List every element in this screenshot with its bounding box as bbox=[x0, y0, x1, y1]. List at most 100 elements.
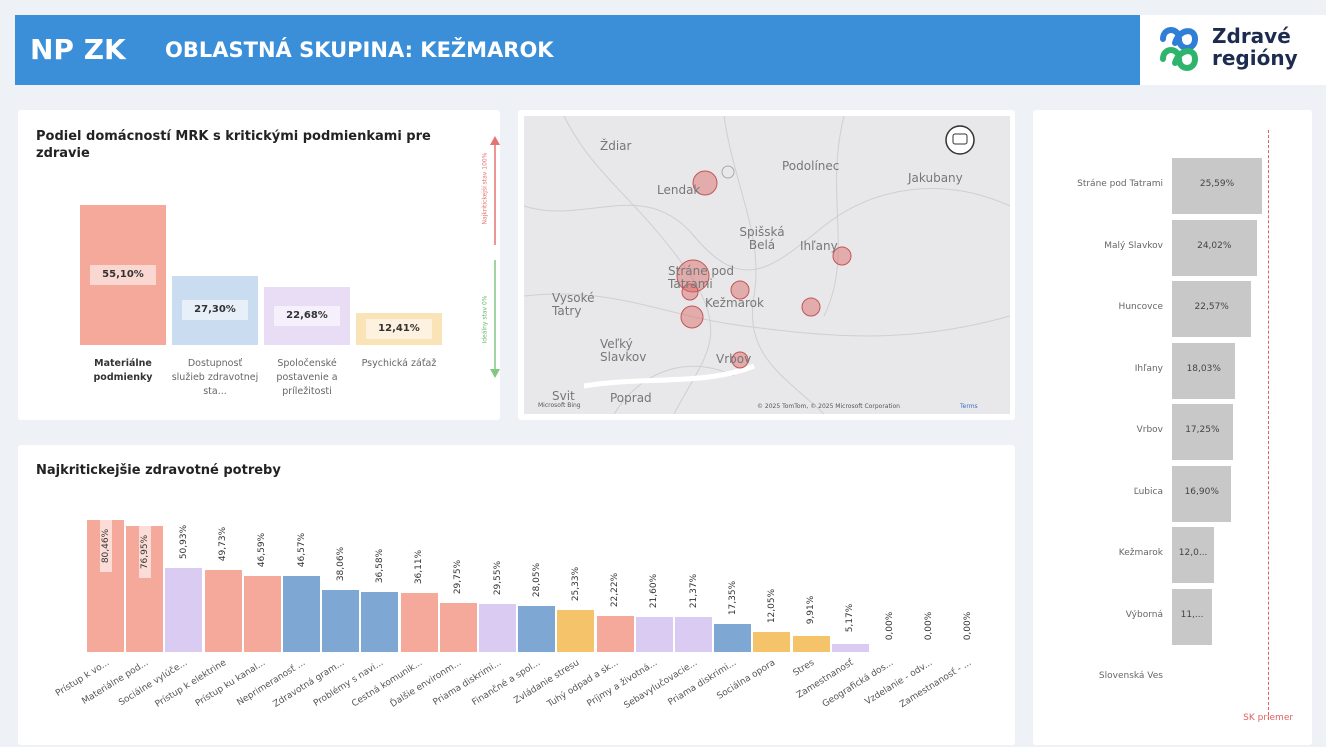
bar bbox=[831, 643, 869, 652]
value-label: 0,00% bbox=[884, 611, 895, 641]
value-label: 24,02% bbox=[1197, 240, 1232, 251]
y-tick-label: Ľubica bbox=[1133, 486, 1163, 497]
map-provider: Microsoft Bing bbox=[538, 402, 581, 409]
value-label: 27,30% bbox=[182, 300, 248, 321]
chart-title: Najkritickejšie zdravotné potreby bbox=[36, 463, 281, 478]
bar bbox=[1172, 219, 1257, 276]
y-tick-label: Slovenská Ves bbox=[1098, 671, 1163, 681]
bar bbox=[635, 616, 673, 652]
bar bbox=[792, 635, 830, 652]
reference-line bbox=[1268, 130, 1270, 720]
y-tick-label: Malý Slavkov bbox=[1104, 240, 1163, 251]
y-tick-label: Vrbov bbox=[1136, 425, 1163, 435]
bar bbox=[1172, 527, 1215, 583]
value-label: 25,33% bbox=[570, 567, 581, 602]
logo-text: Zdravé bbox=[1212, 24, 1291, 48]
x-tick-label: Psychická záťaž bbox=[361, 358, 437, 369]
value-label: 18,03% bbox=[1186, 363, 1221, 374]
value-label: 46,59% bbox=[257, 532, 268, 567]
value-label: 36,11% bbox=[414, 549, 425, 584]
map-layer bbox=[524, 116, 1010, 414]
value-label: 50,93% bbox=[178, 525, 189, 560]
value-label: 76,95% bbox=[138, 525, 151, 578]
bar bbox=[479, 603, 516, 652]
y-tick-label: Stráne pod Tatrami bbox=[1077, 179, 1163, 189]
header-bar bbox=[15, 15, 1140, 85]
value-label: 80,46% bbox=[99, 520, 112, 573]
map-place: Vysoké Tatry bbox=[552, 291, 595, 318]
bar bbox=[1172, 158, 1263, 214]
map-place: Ždiar bbox=[600, 139, 632, 153]
x-tick-label: Materiálne podmienky bbox=[93, 358, 153, 383]
value-label: 25,59% bbox=[1199, 179, 1235, 189]
value-label: 46,57% bbox=[296, 532, 307, 567]
value-label: 36,58% bbox=[374, 548, 385, 584]
x-tick-label: Spoločenské postavenie a príležitosti bbox=[276, 358, 338, 397]
map-terms[interactable]: Terms bbox=[960, 403, 978, 410]
annotation: Ideálny stav 0% bbox=[481, 295, 489, 344]
map-place: Podolínec bbox=[782, 159, 840, 173]
chart-title: Podiel domácností MRK s kritickými podmi… bbox=[36, 129, 431, 161]
bar bbox=[322, 589, 360, 652]
y-tick-label: Výborná bbox=[1125, 609, 1163, 620]
x-tick-label: Dostupnosť služieb zdravotnej sta... bbox=[171, 358, 259, 397]
value-label: 12,0... bbox=[1178, 548, 1208, 558]
value-label: 49,73% bbox=[218, 527, 229, 562]
map-place: Lendak bbox=[657, 183, 701, 197]
y-tick-label: Kežmarok bbox=[1118, 548, 1163, 558]
bar bbox=[1172, 281, 1252, 337]
annotation: Najkritickejší stav 100% bbox=[481, 152, 489, 225]
value-label: 0,00% bbox=[923, 611, 934, 641]
bar bbox=[165, 568, 203, 652]
bar bbox=[675, 616, 712, 652]
bar bbox=[204, 570, 242, 652]
value-label: 0,00% bbox=[962, 611, 973, 641]
bar bbox=[283, 575, 320, 652]
value-label: 29,75% bbox=[453, 560, 464, 595]
map-attribution: © 2025 TomTom, © 2025 Microsoft Corporat… bbox=[757, 403, 900, 410]
value-label: 28,05% bbox=[531, 562, 542, 598]
bar bbox=[1172, 588, 1213, 645]
bar bbox=[439, 603, 477, 652]
value-label: 29,55% bbox=[492, 560, 503, 595]
reference-label: SK priemer bbox=[1243, 713, 1294, 723]
value-label: 21,60% bbox=[649, 573, 660, 608]
logo-text: regióny bbox=[1212, 46, 1298, 70]
map-place: Vrbov bbox=[716, 352, 752, 366]
map-place: Veľký Slavkov bbox=[600, 337, 647, 364]
map-place: Svit bbox=[552, 389, 575, 403]
map-place: Stráne pod Tatrami bbox=[668, 264, 734, 291]
value-label: 12,41% bbox=[366, 319, 432, 340]
bar bbox=[557, 610, 595, 652]
bar bbox=[1172, 465, 1232, 522]
bar bbox=[753, 632, 791, 652]
value-label: 12,05% bbox=[766, 589, 777, 624]
map-place: Poprad bbox=[610, 391, 652, 405]
bar bbox=[1172, 404, 1233, 460]
bar bbox=[518, 605, 556, 652]
value-label: 38,06% bbox=[335, 546, 346, 581]
value-label: 17,25% bbox=[1185, 425, 1220, 435]
map-place: Jakubany bbox=[908, 171, 963, 185]
y-tick-label: Ihľany bbox=[1134, 363, 1163, 374]
value-label: 22,22% bbox=[610, 572, 621, 607]
map-place: Ihľany bbox=[800, 239, 838, 253]
map-place: Spišská Belá bbox=[739, 225, 785, 252]
bar bbox=[361, 592, 399, 652]
value-label: 22,68% bbox=[274, 306, 340, 327]
value-label: 9,91% bbox=[806, 595, 817, 625]
value-label: 17,35% bbox=[727, 580, 738, 615]
value-label: 22,57% bbox=[1194, 302, 1229, 312]
map-place: Kežmarok bbox=[705, 296, 764, 310]
value-label: 5,17% bbox=[845, 603, 856, 632]
bar bbox=[400, 592, 438, 652]
value-label: 21,37% bbox=[688, 573, 699, 609]
value-label: 16,90% bbox=[1184, 486, 1219, 497]
bar bbox=[243, 575, 281, 652]
bar bbox=[596, 615, 634, 652]
value-label: 55,10% bbox=[90, 265, 156, 286]
bar bbox=[1172, 342, 1236, 399]
header-title: NP ZK bbox=[30, 33, 126, 66]
map[interactable] bbox=[524, 116, 1010, 414]
